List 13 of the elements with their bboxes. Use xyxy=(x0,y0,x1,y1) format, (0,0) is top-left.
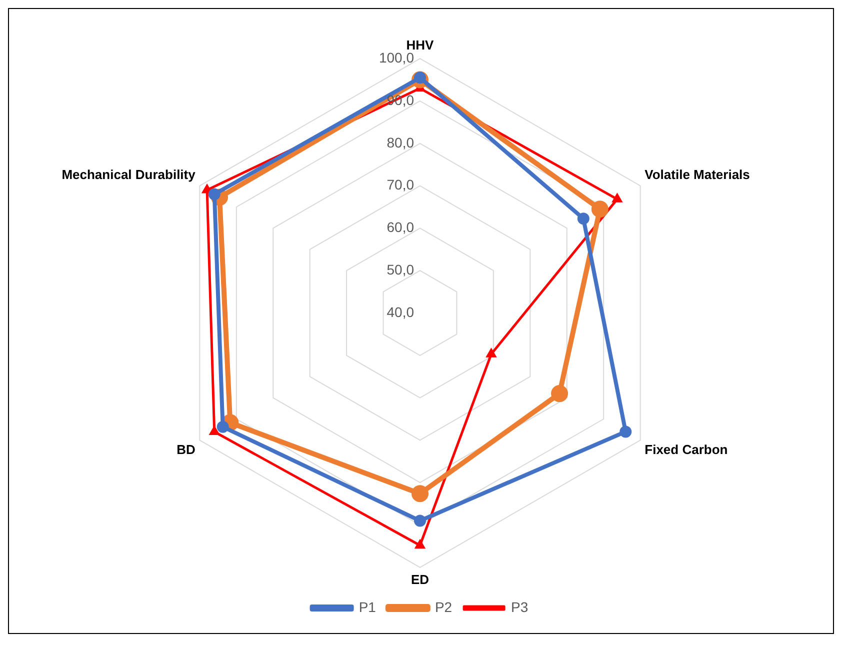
legend-label: P1 xyxy=(358,598,376,615)
y-tick-label: 60,0 xyxy=(386,219,414,236)
y-tick-label: 70,0 xyxy=(386,176,414,193)
spoke-label: Fixed Carbon xyxy=(644,442,728,458)
spoke-label: Mechanical Durability xyxy=(62,167,196,182)
legend-label: P2 xyxy=(434,598,452,615)
spoke-label: Volatile Materials xyxy=(644,167,750,182)
spoke-label: BD xyxy=(176,442,196,458)
y-tick-label: 50,0 xyxy=(386,261,414,278)
y-tick-label: 80,0 xyxy=(386,134,414,150)
legend-label: P3 xyxy=(511,598,528,615)
y-tick-label: 40,0 xyxy=(386,304,414,320)
spoke-label: ED xyxy=(410,572,430,587)
